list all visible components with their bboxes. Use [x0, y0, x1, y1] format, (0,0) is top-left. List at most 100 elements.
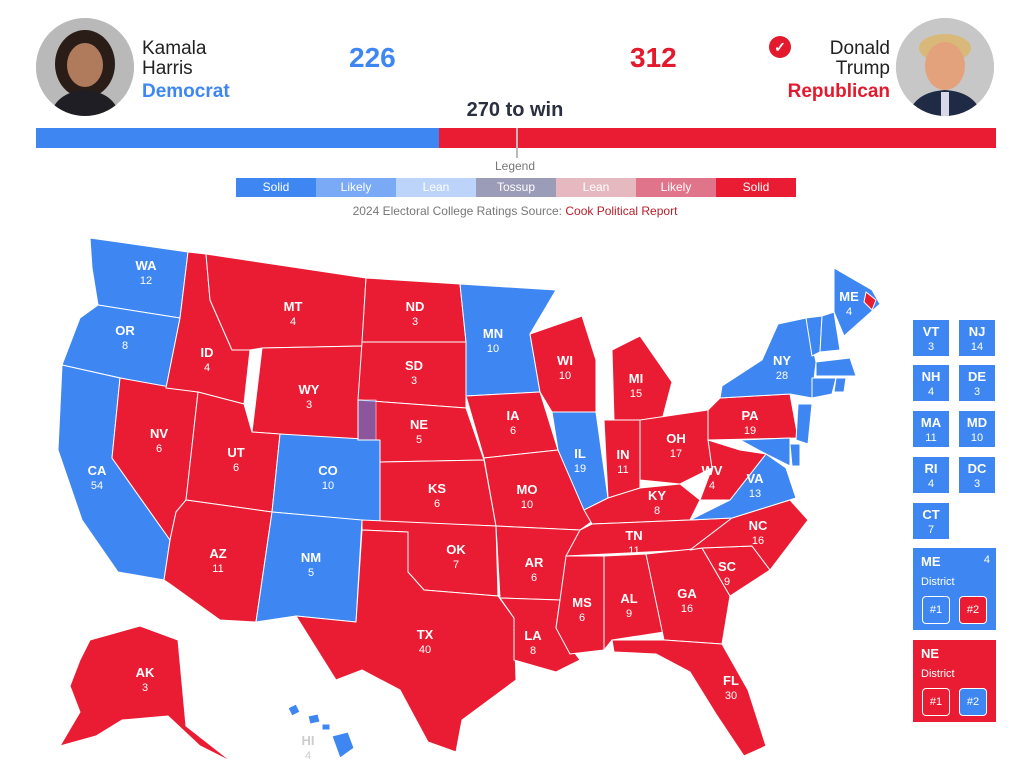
state-DE-shape[interactable]	[789, 443, 801, 467]
state-NY[interactable]	[719, 317, 817, 399]
district-button-1[interactable]: #1	[922, 688, 950, 716]
state-label-ut: UT	[227, 445, 244, 460]
state-CT-shape[interactable]	[811, 377, 837, 399]
state-ev-me: 4	[846, 306, 852, 318]
state-box-md[interactable]: MD 10	[959, 411, 995, 447]
state-label-ga: GA	[677, 586, 697, 601]
state-box-abbr: NJ	[968, 324, 986, 339]
state-HI[interactable]	[331, 731, 355, 759]
source-link[interactable]: Cook Political Report	[565, 204, 678, 218]
legend-item-5: Likely	[636, 178, 716, 197]
state-box-ev: 3	[973, 478, 981, 490]
state-label-tx: TX	[417, 627, 434, 642]
state-ev-co: 10	[322, 480, 334, 492]
state-ME[interactable]	[833, 267, 881, 337]
district-label: District	[921, 576, 955, 588]
state-label-ny: NY	[773, 353, 791, 368]
state-CO[interactable]	[271, 433, 381, 523]
source-line: 2024 Electoral College Ratings Source: C…	[0, 204, 1030, 218]
state-box-nh[interactable]: NH 4	[913, 365, 949, 401]
state-ev-la: 8	[530, 645, 536, 657]
state-label-ky: KY	[648, 488, 666, 503]
state-box-ri[interactable]: RI 4	[913, 457, 949, 493]
state-ev-ak: 3	[142, 682, 148, 694]
state-box-de[interactable]: DE 3	[959, 365, 995, 401]
state-PA[interactable]	[707, 393, 799, 441]
state-box-dc[interactable]: DC 3	[959, 457, 995, 493]
state-FL[interactable]	[611, 639, 767, 757]
state-WV[interactable]	[699, 439, 767, 501]
state-ev-mn: 10	[487, 343, 499, 355]
district-button-2[interactable]: #2	[959, 688, 987, 716]
threshold-marker	[516, 128, 518, 158]
state-TX[interactable]	[295, 529, 517, 753]
electoral-progress-bar	[36, 128, 996, 148]
trump-votes: 312	[630, 42, 677, 73]
state-AK[interactable]	[59, 625, 233, 763]
state-label-id: ID	[201, 345, 214, 360]
state-RI-shape[interactable]	[833, 377, 847, 393]
state-ev-in: 11	[617, 464, 628, 476]
state-AZ[interactable]	[163, 499, 273, 623]
state-label-ok: OK	[446, 542, 466, 557]
legend-item-0: Solid	[236, 178, 316, 197]
state-ev-az: 11	[212, 563, 223, 575]
state-label-fl: FL	[723, 673, 739, 688]
state-label-va: VA	[746, 471, 764, 486]
state-box-vt[interactable]: VT 3	[913, 320, 949, 356]
state-NJ-shape[interactable]	[795, 403, 813, 445]
state-ev-ia: 6	[510, 425, 516, 437]
state-box-ma[interactable]: MA 11	[913, 411, 949, 447]
state-label-nm: NM	[301, 550, 321, 565]
state-box-abbr: NH	[921, 369, 941, 384]
state-label-il: IL	[574, 446, 586, 461]
state-ev-mt: 4	[290, 316, 296, 328]
state-NH-shape[interactable]	[819, 311, 841, 353]
district-button-2[interactable]: #2	[959, 596, 987, 624]
state-MD-shape[interactable]	[739, 437, 791, 467]
state-OH[interactable]	[639, 409, 713, 485]
state-MI[interactable]	[611, 335, 673, 421]
state-label-me: ME	[839, 289, 859, 304]
state-label-hi: HI	[302, 733, 315, 748]
state-ev-wa: 12	[140, 275, 152, 287]
rep-bar	[439, 128, 996, 148]
state-box-ct[interactable]: CT 7	[913, 503, 949, 539]
state-ev-ga: 16	[681, 603, 693, 615]
state-ev-mi: 15	[630, 388, 642, 400]
state-box-abbr: DC	[967, 461, 987, 476]
harris-last-name: Harris	[142, 58, 193, 79]
state-label-ne: NE	[410, 417, 428, 432]
state-ev-al: 9	[626, 608, 632, 620]
harris-votes: 226	[349, 42, 396, 73]
state-ev-sd: 3	[411, 375, 417, 387]
state-label-co: CO	[318, 463, 338, 478]
state-box-ev: 3	[927, 341, 935, 353]
state-box-ev: 4	[927, 478, 935, 490]
state-ev-nd: 3	[412, 316, 418, 328]
state-AL[interactable]	[603, 553, 665, 651]
state-ev-ny: 28	[776, 370, 788, 382]
district-state: ME	[921, 554, 941, 569]
state-box-ev: 14	[970, 341, 984, 353]
trump-party: Republican	[787, 81, 890, 102]
state-ev-ca: 54	[91, 480, 103, 492]
harris-party: Democrat	[142, 81, 230, 102]
state-ev-nv: 6	[156, 443, 162, 455]
district-button-1[interactable]: #1	[922, 596, 950, 624]
state-box-abbr: DE	[967, 369, 987, 384]
state-box-ev: 3	[973, 386, 981, 398]
state-ev-ar: 6	[531, 572, 537, 584]
state-label-ak: AK	[136, 665, 155, 680]
harris-photo	[36, 18, 134, 116]
state-MA-shape[interactable]	[815, 357, 857, 377]
district-ev: 4	[983, 554, 990, 566]
state-box-nj[interactable]: NJ 14	[959, 320, 995, 356]
state-label-pa: PA	[741, 408, 759, 423]
legend-item-1: Likely	[316, 178, 396, 197]
trump-last-name: Trump	[835, 58, 890, 79]
state-label-la: LA	[524, 628, 542, 643]
state-ev-ok: 7	[453, 559, 459, 571]
state-ev-fl: 30	[725, 690, 737, 702]
